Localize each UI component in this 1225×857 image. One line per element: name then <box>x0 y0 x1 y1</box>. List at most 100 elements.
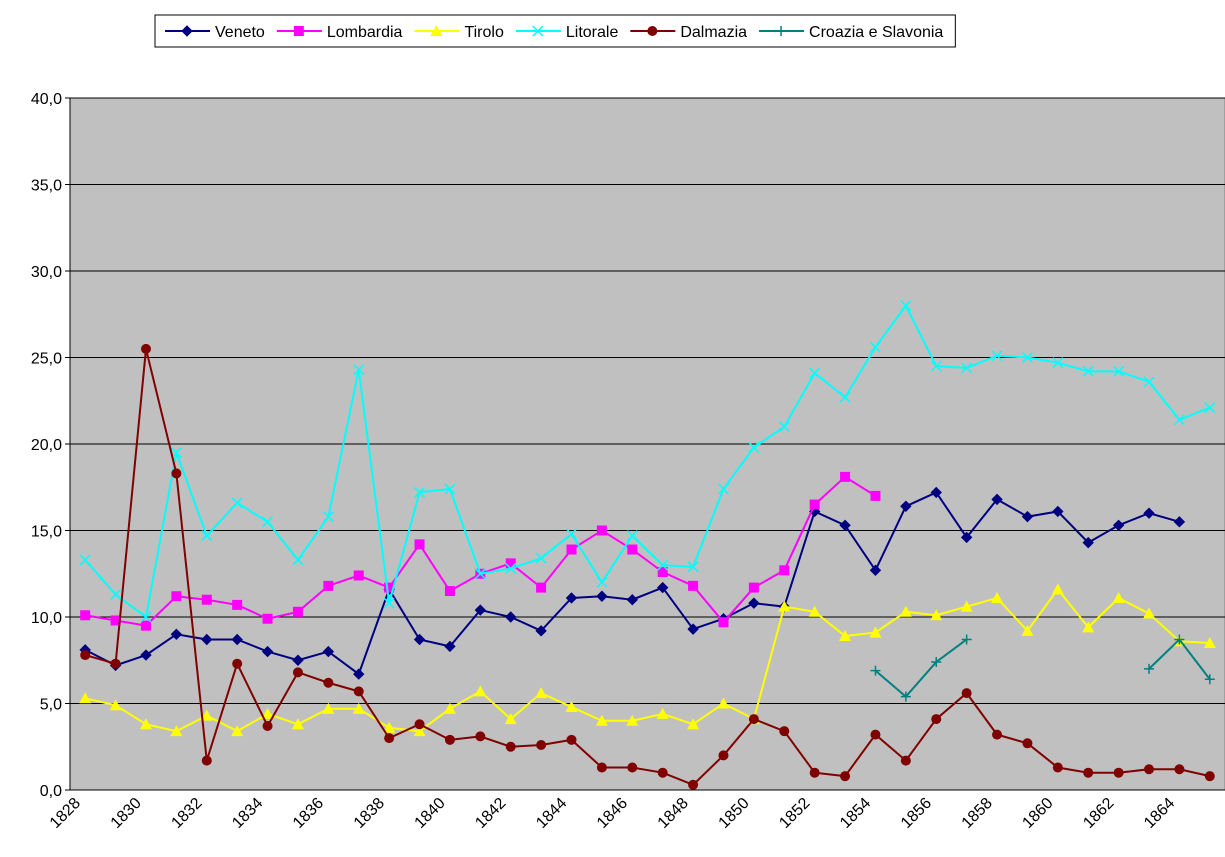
marker <box>262 720 273 731</box>
marker <box>261 645 274 658</box>
marker <box>596 590 608 602</box>
marker <box>140 649 152 661</box>
x-tick-label: 1852 <box>776 795 813 832</box>
marker <box>718 617 729 628</box>
marker <box>79 554 91 566</box>
marker <box>201 755 212 766</box>
marker <box>232 658 243 669</box>
marker <box>869 341 881 353</box>
marker <box>535 625 547 637</box>
marker <box>657 559 669 571</box>
marker <box>413 725 426 737</box>
marker <box>532 25 544 37</box>
marker <box>171 591 182 602</box>
marker <box>960 600 973 612</box>
marker <box>596 525 607 536</box>
marker <box>201 530 213 542</box>
marker <box>627 762 638 773</box>
marker <box>991 591 1004 603</box>
marker <box>657 767 668 778</box>
marker <box>688 580 699 591</box>
x-tick-label: 1838 <box>351 795 388 832</box>
marker <box>1204 771 1215 782</box>
marker <box>322 645 335 658</box>
marker <box>776 26 787 36</box>
marker <box>961 362 973 374</box>
legend-label: Dalmazia <box>680 24 747 41</box>
marker <box>869 564 882 576</box>
marker <box>535 687 548 699</box>
marker <box>353 364 365 376</box>
x-tick-label: 1846 <box>594 795 631 832</box>
marker <box>384 582 395 593</box>
x-tick-label: 1840 <box>412 795 449 832</box>
marker <box>262 613 273 624</box>
marker <box>1174 764 1185 775</box>
marker <box>869 626 882 638</box>
marker <box>687 561 699 573</box>
marker <box>292 554 304 566</box>
marker <box>444 586 455 597</box>
legend-label: Veneto <box>215 24 265 41</box>
marker <box>443 702 456 714</box>
x-tick-label: 1842 <box>472 795 509 832</box>
y-tick-label: 20,0 <box>31 437 62 454</box>
marker <box>505 611 517 623</box>
marker <box>809 767 820 778</box>
marker <box>930 486 942 499</box>
marker <box>414 539 425 550</box>
marker <box>110 658 121 669</box>
marker <box>474 568 486 580</box>
marker <box>474 604 487 616</box>
x-tick-label: 1848 <box>655 795 692 832</box>
marker <box>748 441 760 453</box>
marker <box>140 620 151 631</box>
marker <box>687 718 700 730</box>
marker <box>1082 621 1095 633</box>
marker <box>1082 365 1094 377</box>
marker <box>352 702 365 714</box>
marker <box>870 665 881 676</box>
marker <box>291 718 304 730</box>
marker <box>900 500 912 512</box>
marker <box>565 528 578 540</box>
marker <box>1052 357 1064 369</box>
marker <box>687 623 699 635</box>
marker <box>596 762 607 773</box>
legend: Veneto Lombardia Tirolo Litorale Dalmazia Cro… <box>154 14 956 48</box>
marker <box>171 468 182 479</box>
marker <box>778 600 791 612</box>
marker <box>323 580 334 591</box>
marker <box>930 360 942 372</box>
y-tick-label: 40,0 <box>31 91 62 108</box>
marker <box>475 731 486 742</box>
marker <box>1113 365 1125 377</box>
marker <box>139 718 152 730</box>
series <box>79 300 1216 623</box>
x-tick-label: 1830 <box>108 795 145 832</box>
marker <box>322 511 334 523</box>
legend-label: Litorale <box>566 24 619 41</box>
marker <box>383 721 396 733</box>
marker <box>900 755 911 766</box>
y-tick-label: 5,0 <box>40 697 62 714</box>
x-tick-label: 1864 <box>1141 795 1178 832</box>
marker <box>870 729 881 740</box>
marker <box>292 606 303 617</box>
marker <box>292 667 303 678</box>
legend-label: Tirolo <box>464 24 504 41</box>
marker <box>1113 767 1124 778</box>
legend-label: Croazia e Slavonia <box>809 24 943 41</box>
marker <box>1174 634 1185 645</box>
y-tick-label: 25,0 <box>31 351 62 368</box>
x-tick-label: 1844 <box>533 795 570 832</box>
x-tick-label: 1862 <box>1080 795 1117 832</box>
marker <box>717 697 730 709</box>
marker <box>413 633 426 646</box>
marker <box>505 563 517 575</box>
marker <box>536 582 547 593</box>
marker <box>839 391 851 403</box>
marker <box>931 656 942 667</box>
marker <box>414 486 426 498</box>
